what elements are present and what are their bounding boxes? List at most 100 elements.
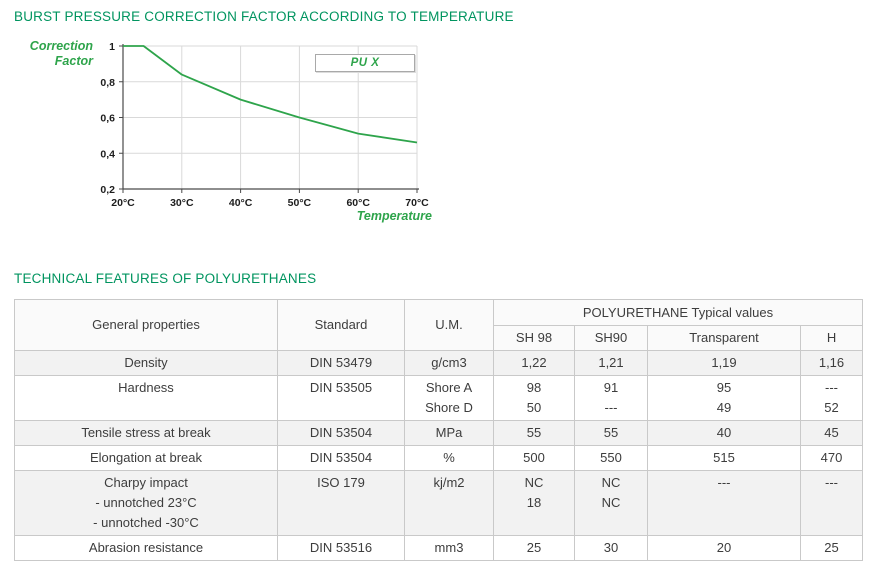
y-axis-label: Correction — [30, 39, 94, 53]
cell-sh90: NC NC — [574, 470, 648, 536]
cell-line: Abrasion resistance — [88, 540, 204, 555]
table-row: Density DIN 53479 g/cm3 1,22 1,21 1,19 1,16 — [14, 350, 864, 376]
cell-transparent: 95 49 — [647, 375, 801, 421]
x-axis-label: Temperature — [357, 209, 432, 223]
cell-line: 1,21 — [598, 355, 624, 370]
cell-line: 30 — [603, 540, 619, 555]
table-row: Charpy impact - unnotched 23°C - unnotched… — [14, 470, 864, 536]
cell-line: 18 — [526, 495, 542, 510]
cell-line: ISO 179 — [317, 475, 365, 490]
cell-um: mm3 — [404, 535, 494, 561]
cell-sh90: 1,21 — [574, 350, 648, 376]
cell-line: NC — [524, 475, 544, 490]
table-row: Abrasion resistance DIN 53516 mm3 25 30 20 25 — [14, 535, 864, 561]
chart-canvas: 1 0,8 0,6 0,4 0,220°C 30°C 40°C 50°C 60°C 70°C Cor… — [30, 39, 432, 223]
col-header-um: U.M. — [404, 299, 494, 351]
table-row: Tensile stress at break DIN 53504 MPa 55 55 4… — [14, 420, 864, 446]
cell-sh98: NC 18 — [493, 470, 575, 536]
cell-line: 470 — [820, 450, 843, 465]
series-line-pu-x — [123, 45, 418, 144]
cell-um: % — [404, 445, 494, 471]
cell-h: --- 52 — [799, 375, 864, 421]
cell-line: --- — [825, 380, 838, 395]
cell-line: --- — [717, 475, 731, 490]
col-header-h: H — [799, 325, 864, 351]
cell-line: - unnotched 23°C — [95, 495, 197, 510]
cell-line: - unnotched -30°C — [93, 515, 199, 530]
cell-line: --- — [604, 400, 618, 415]
correction-factor-chart: 1 0,8 0,6 0,4 0,2 20°C 30°C 40°C 50°C 60°C 70°C Cor… — [14, 38, 445, 232]
cell-line: MPa — [435, 425, 463, 440]
cell-standard: DIN 53504 — [277, 420, 405, 446]
cell-line: kj/m2 — [433, 475, 465, 490]
cell-line: 25 — [824, 540, 839, 555]
x-tick-label: 40°C — [229, 197, 253, 209]
y-tick-label: 1 — [109, 41, 115, 53]
table-row: Elongation at break DIN 53504% 500 550 515 47… — [14, 445, 864, 471]
cell-standard: DIN 53479 — [277, 350, 405, 376]
cell-sh90: 91 --- — [574, 375, 648, 421]
cell-line: 25 — [526, 540, 542, 555]
cell-transparent: 1,19 — [647, 350, 801, 376]
cell-transparent: 515 — [647, 445, 801, 471]
cell-line: 98 — [526, 380, 542, 395]
cell-property: Hardness — [14, 375, 278, 421]
cell-standard: ISO 179 — [277, 470, 405, 536]
cell-sh98: 98 50 — [493, 375, 575, 421]
col-header-group: POLYURETHANE Typical values — [492, 299, 864, 326]
cell-h: 45 — [799, 420, 864, 446]
cell-line: 45 — [824, 425, 839, 440]
cell-line: DIN 53505 — [309, 380, 373, 395]
cell-line: Hardness — [118, 380, 174, 395]
cell-line: 91 — [603, 380, 619, 395]
cell-um: kj/m2 — [404, 470, 494, 536]
chart-legend: PU X — [315, 54, 415, 72]
cell-line: mm3 — [434, 540, 464, 555]
col-header-transparent: Transparent — [647, 325, 801, 351]
cell-sh98: 55 — [493, 420, 575, 446]
cell-standard: DIN 53516 — [277, 535, 405, 561]
cell-line: 49 — [716, 400, 732, 415]
cell-line: % — [443, 450, 455, 465]
cell-line: 20 — [716, 540, 732, 555]
col-header-sh98: SH 98 — [493, 325, 575, 351]
cell-transparent: 20 — [647, 535, 801, 561]
cell-line: NC — [601, 475, 621, 490]
table-section-title: TECHNICAL FEATURES OF POLYURETHANES — [14, 271, 317, 286]
table-header-row-2: SH 98 SH90 Transparent H — [15, 325, 864, 351]
cell-line: 550 — [600, 450, 622, 465]
cell-sh90: 550 — [574, 445, 648, 471]
cell-line: 52 — [824, 400, 839, 415]
cell-sh98: 25 — [493, 535, 575, 561]
cell-sh98: 500 — [493, 445, 575, 471]
chart-legend-label: PU X — [350, 57, 380, 69]
col-header-general-properties: General properties — [14, 299, 278, 351]
cell-transparent: --- — [647, 470, 801, 536]
cell-line: Shore D — [425, 400, 473, 415]
cell-line: Shore A — [425, 380, 473, 395]
table-row: Hardness DIN 53505 Shore A Shore D 98 50 91 ---… — [14, 375, 864, 421]
cell-sh90: 55 — [574, 420, 648, 446]
cell-property: Elongation at break — [14, 445, 278, 471]
cell-line: 55 — [603, 425, 619, 440]
cell-line: 1,22 — [521, 355, 547, 370]
y-tick-label: 0,6 — [100, 113, 115, 125]
cell-h: 25 — [799, 535, 864, 561]
cell-transparent: 40 — [647, 420, 801, 446]
cell-line: 500 — [523, 450, 545, 465]
cell-line: g/cm3 — [431, 355, 467, 370]
cell-line: Density — [124, 355, 168, 370]
cell-line: 40 — [716, 425, 732, 440]
cell-line: DIN 53504 — [309, 425, 373, 440]
cell-line: --- — [825, 475, 838, 490]
cell-h: --- — [799, 470, 864, 536]
cell-h: 1,16 — [799, 350, 864, 376]
chart-section-title: BURST PRESSURE CORRECTION FACTOR ACCORDI… — [14, 9, 514, 24]
cell-standard: DIN 53505 — [277, 375, 405, 421]
cell-line: DIN 53516 — [309, 540, 373, 555]
cell-um: Shore A Shore D — [404, 375, 494, 421]
x-tick-label: 60°C — [346, 197, 370, 209]
cell-um: g/cm3 — [404, 350, 494, 376]
cell-line: 55 — [526, 425, 542, 440]
cell-line: DIN 53479 — [309, 355, 373, 370]
